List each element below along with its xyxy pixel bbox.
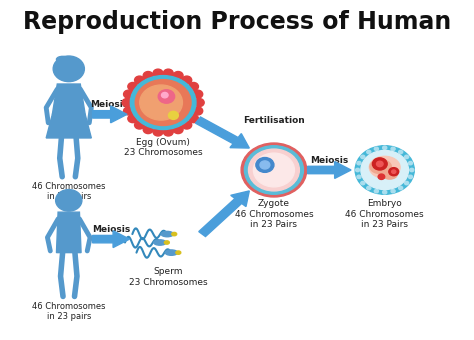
Circle shape (383, 146, 387, 149)
Circle shape (164, 128, 173, 136)
Circle shape (378, 174, 385, 180)
FancyArrow shape (195, 117, 249, 148)
Circle shape (158, 90, 174, 103)
Circle shape (164, 69, 173, 77)
FancyArrow shape (92, 231, 129, 248)
FancyArrow shape (308, 162, 351, 178)
Circle shape (182, 121, 191, 129)
Circle shape (128, 83, 137, 90)
Circle shape (383, 191, 387, 194)
Ellipse shape (382, 169, 397, 179)
Circle shape (357, 175, 361, 178)
Circle shape (241, 143, 307, 197)
Circle shape (189, 83, 199, 90)
Text: Meiosis: Meiosis (310, 156, 348, 165)
Ellipse shape (176, 251, 181, 254)
Circle shape (405, 182, 409, 185)
Text: Meiosis: Meiosis (92, 225, 130, 234)
Circle shape (140, 85, 182, 120)
Circle shape (409, 175, 412, 178)
Circle shape (409, 162, 412, 165)
FancyArrow shape (199, 191, 249, 237)
Circle shape (168, 111, 178, 119)
Text: Meiosis: Meiosis (90, 100, 128, 109)
Circle shape (193, 107, 203, 115)
Text: 46 Chromosomes
in 23 pairs: 46 Chromosomes in 23 pairs (32, 302, 106, 321)
Circle shape (245, 146, 303, 194)
Text: Embryo
46 Chromosomes
in 23 Pairs: Embryo 46 Chromosomes in 23 Pairs (346, 199, 424, 229)
Circle shape (392, 170, 396, 173)
Ellipse shape (172, 232, 177, 236)
Circle shape (122, 99, 132, 107)
Text: Zygote
46 Chromosomes
in 23 Pairs: Zygote 46 Chromosomes in 23 Pairs (235, 199, 313, 229)
Circle shape (361, 150, 409, 190)
Circle shape (361, 182, 365, 185)
Circle shape (173, 125, 183, 134)
Circle shape (367, 186, 371, 190)
Ellipse shape (165, 250, 177, 255)
Circle shape (367, 150, 371, 154)
Circle shape (356, 168, 360, 172)
Ellipse shape (161, 232, 173, 237)
Polygon shape (46, 114, 91, 138)
Circle shape (389, 168, 399, 176)
Circle shape (182, 76, 191, 84)
Ellipse shape (154, 240, 166, 245)
Text: Sperm
23 Chromosomes: Sperm 23 Chromosomes (129, 267, 208, 287)
Circle shape (391, 189, 395, 193)
Circle shape (124, 90, 133, 98)
Ellipse shape (369, 156, 400, 178)
Circle shape (128, 115, 137, 123)
Circle shape (373, 158, 387, 170)
Circle shape (399, 186, 403, 190)
Circle shape (193, 90, 203, 98)
Circle shape (374, 147, 378, 151)
Circle shape (143, 71, 153, 80)
Ellipse shape (164, 241, 169, 244)
Circle shape (153, 69, 163, 77)
Circle shape (248, 149, 300, 191)
Circle shape (173, 71, 183, 80)
Circle shape (355, 146, 414, 194)
Text: Fertilisation: Fertilisation (243, 117, 305, 125)
Circle shape (55, 190, 82, 211)
Circle shape (135, 80, 191, 125)
Circle shape (391, 147, 395, 151)
Text: 46 Chromosomes
in 23 pairs: 46 Chromosomes in 23 pairs (32, 182, 106, 201)
Circle shape (135, 121, 145, 129)
Circle shape (405, 155, 409, 158)
Circle shape (53, 56, 84, 82)
Circle shape (135, 76, 145, 84)
Circle shape (260, 161, 270, 169)
Ellipse shape (56, 56, 69, 63)
Circle shape (153, 128, 163, 136)
FancyArrow shape (92, 106, 127, 123)
Text: Egg (Ovum)
23 Chromosomes: Egg (Ovum) 23 Chromosomes (124, 138, 202, 157)
Circle shape (189, 115, 199, 123)
Ellipse shape (370, 159, 391, 174)
Circle shape (143, 125, 153, 134)
Circle shape (194, 99, 204, 107)
Text: Reproduction Process of Human: Reproduction Process of Human (23, 10, 451, 34)
Circle shape (254, 153, 294, 187)
Circle shape (374, 189, 378, 193)
Polygon shape (52, 84, 85, 114)
Circle shape (376, 161, 383, 167)
Circle shape (410, 168, 414, 172)
Circle shape (256, 157, 274, 172)
Circle shape (162, 92, 168, 98)
Circle shape (399, 150, 403, 154)
Circle shape (361, 155, 365, 158)
Circle shape (130, 75, 196, 130)
Polygon shape (56, 212, 81, 253)
Circle shape (357, 162, 361, 165)
Circle shape (124, 107, 133, 115)
